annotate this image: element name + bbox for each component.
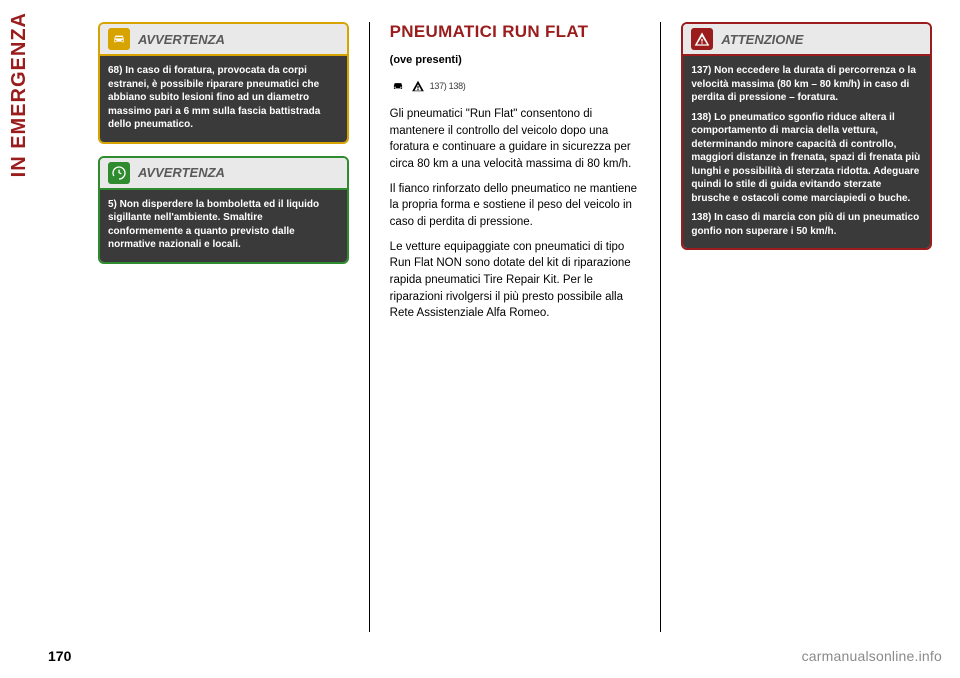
- spine: IN EMERGENZA: [0, 0, 48, 678]
- section-body: Gli pneumatici "Run Flat" consentono di …: [390, 106, 641, 322]
- watermark: carmanualsonline.info: [802, 648, 942, 664]
- spine-label: IN EMERGENZA: [8, 12, 31, 177]
- attention-box-text: 137) Non eccedere la durata di percorren…: [691, 64, 922, 105]
- car-icon: [390, 78, 406, 94]
- page-number: 170: [48, 648, 71, 664]
- column-separator: [369, 22, 370, 632]
- attention-box-text: 138) In caso di marcia con più di un pne…: [691, 211, 922, 238]
- warning-box-environment: AVVERTENZA 5) Non disperdere la bombolet…: [98, 156, 349, 264]
- column-left: AVVERTENZA 68) In caso di foratura, prov…: [98, 22, 349, 632]
- car-warning-icon: [108, 28, 130, 50]
- recycle-icon: [108, 162, 130, 184]
- attention-box-title: ATTENZIONE: [721, 32, 803, 47]
- ref-numbers: 137) 138): [430, 81, 466, 91]
- body-paragraph: Il fianco rinforzato dello pneumatico ne…: [390, 181, 641, 231]
- column-center: PNEUMATICI RUN FLAT (ove presenti) 137) …: [390, 22, 641, 632]
- attention-box-head: ATTENZIONE: [683, 24, 930, 56]
- column-right: ATTENZIONE 137) Non eccedere la durata d…: [681, 22, 932, 632]
- content-columns: AVVERTENZA 68) In caso di foratura, prov…: [98, 22, 932, 632]
- body-paragraph: Le vetture equipaggiate con pneumatici d…: [390, 239, 641, 322]
- warning-box-head: AVVERTENZA: [100, 24, 347, 56]
- body-paragraph: Gli pneumatici "Run Flat" consentono di …: [390, 106, 641, 173]
- warning-box-body: 5) Non disperdere la bomboletta ed il li…: [100, 190, 347, 262]
- section-title: PNEUMATICI RUN FLAT: [390, 22, 641, 42]
- warning-triangle-icon: [410, 78, 426, 94]
- warning-box-title: AVVERTENZA: [138, 165, 225, 180]
- warning-box-text: 68) In caso di foratura, provocata da co…: [108, 64, 339, 132]
- warning-triangle-icon: [691, 28, 713, 50]
- warning-box-head: AVVERTENZA: [100, 158, 347, 190]
- warning-box-body: 68) In caso di foratura, provocata da co…: [100, 56, 347, 142]
- warning-box-vehicle: AVVERTENZA 68) In caso di foratura, prov…: [98, 22, 349, 144]
- attention-box-body: 137) Non eccedere la durata di percorren…: [683, 56, 930, 248]
- ref-icon-row: 137) 138): [390, 78, 641, 94]
- section-subnote: (ove presenti): [390, 54, 641, 66]
- column-separator: [660, 22, 661, 632]
- warning-box-text: 5) Non disperdere la bomboletta ed il li…: [108, 198, 339, 252]
- warning-box-title: AVVERTENZA: [138, 32, 225, 47]
- attention-box-text: 138) Lo pneumatico sgonfio riduce altera…: [691, 111, 922, 206]
- attention-box: ATTENZIONE 137) Non eccedere la durata d…: [681, 22, 932, 250]
